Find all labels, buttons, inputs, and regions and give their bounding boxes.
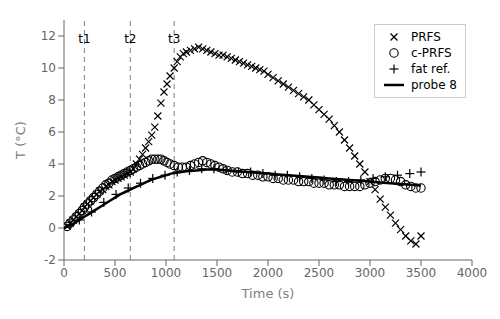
svg-text:t1: t1: [78, 32, 90, 46]
svg-text:500: 500: [104, 266, 127, 280]
html-text:PRFS: PRFS: [410, 30, 441, 44]
svg-text:-2: -2: [44, 253, 56, 267]
html-text:probe 8: probe 8: [410, 78, 457, 92]
svg-text:2: 2: [48, 189, 56, 203]
svg-text:4: 4: [48, 157, 56, 171]
svg-text:2000: 2000: [253, 266, 284, 280]
html-text:c-PRFS: c-PRFS: [410, 46, 452, 60]
svg-text:2500: 2500: [304, 266, 335, 280]
svg-text:0: 0: [60, 266, 68, 280]
svg-text:10: 10: [41, 61, 56, 75]
svg-text:1500: 1500: [202, 266, 233, 280]
html-text:fat ref.: fat ref.: [410, 62, 451, 76]
svg-text:3500: 3500: [406, 266, 437, 280]
svg-text:12: 12: [41, 29, 56, 43]
svg-text:6: 6: [48, 125, 56, 139]
svg-text:1000: 1000: [151, 266, 182, 280]
svg-text:0: 0: [48, 221, 56, 235]
svg-text:8: 8: [48, 93, 56, 107]
svg-text:T (°C): T (°C): [13, 121, 28, 160]
svg-text:t2: t2: [124, 32, 136, 46]
svg-text:3000: 3000: [355, 266, 386, 280]
svg-text:Time (s): Time (s): [241, 286, 295, 301]
svg-text:t3: t3: [168, 32, 180, 46]
svg-text:4000: 4000: [457, 266, 488, 280]
